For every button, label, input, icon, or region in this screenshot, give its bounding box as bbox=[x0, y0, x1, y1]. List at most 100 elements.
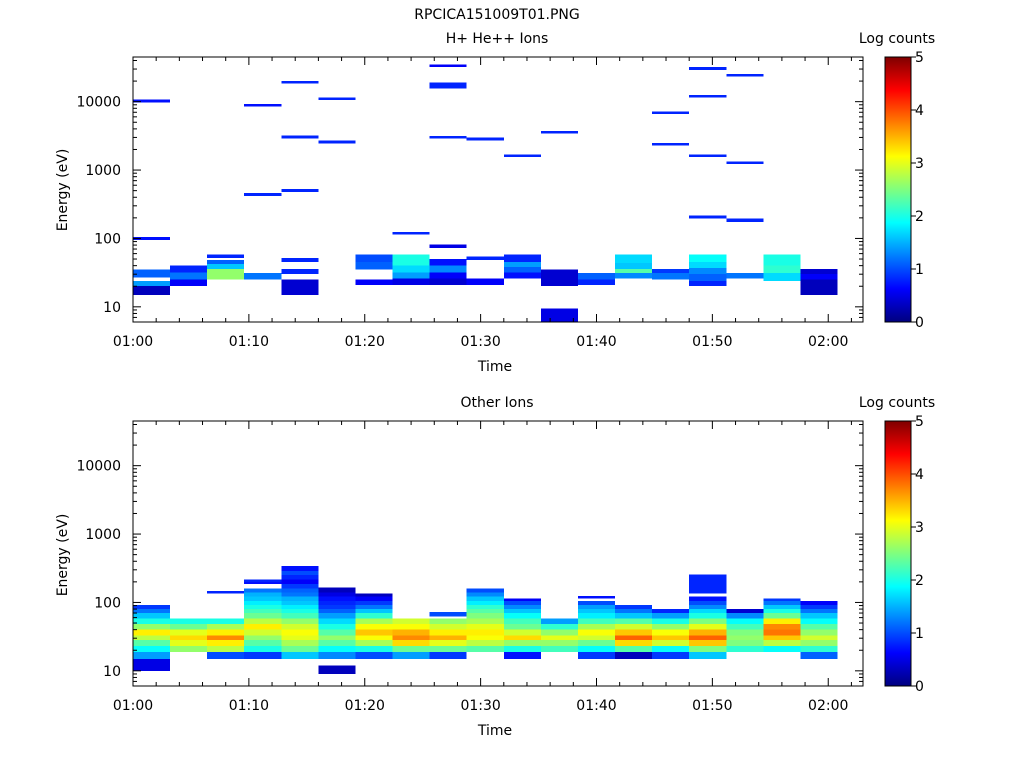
heatmap-cell bbox=[577, 613, 616, 619]
axes: 01:00 01:10 01:20 01:30 01:40 01:50 02:00 10 100… bbox=[76, 420, 864, 714]
heatmap-cell bbox=[503, 635, 541, 641]
heatmap-cell bbox=[281, 579, 319, 585]
heatmap-cell bbox=[207, 260, 245, 265]
heatmap-cell bbox=[207, 646, 245, 652]
heatmap-cell bbox=[244, 604, 282, 610]
heatmap-cell bbox=[392, 254, 430, 266]
heatmap-cell bbox=[429, 635, 467, 641]
heatmap-cell bbox=[615, 273, 653, 279]
heatmap-cell bbox=[689, 604, 727, 610]
colorbar-tick-label: 0 bbox=[915, 315, 924, 331]
heatmap-cell bbox=[503, 154, 541, 158]
heatmap-cell bbox=[466, 609, 504, 614]
heatmap-cell bbox=[615, 609, 653, 614]
x-tick-label: 01:30 bbox=[460, 334, 500, 350]
heatmap-cell bbox=[615, 254, 653, 263]
heatmap-cell bbox=[207, 618, 245, 625]
heatmap-cell bbox=[652, 111, 690, 115]
heatmap-cell bbox=[577, 273, 616, 280]
x-tick-label: 01:00 bbox=[113, 334, 153, 350]
x-tick-label: 01:40 bbox=[576, 334, 616, 350]
panel-title: H+ He++ Ions bbox=[446, 31, 549, 47]
heatmap-cell bbox=[577, 635, 616, 641]
y-tick-label: 1000 bbox=[85, 527, 121, 543]
heatmap-cell bbox=[540, 278, 578, 287]
heatmap-cell bbox=[281, 596, 319, 601]
heatmap-cell bbox=[244, 613, 282, 619]
heatmap-cell bbox=[726, 624, 764, 630]
heatmap-cell bbox=[615, 604, 653, 610]
heatmap-cell bbox=[244, 609, 282, 614]
colorbar: 0 1 2 3 4 5 bbox=[884, 414, 924, 695]
heatmap-cell bbox=[577, 600, 616, 605]
heatmap-cell bbox=[355, 629, 393, 636]
heatmap-cell bbox=[689, 629, 727, 636]
heatmap-cell bbox=[800, 618, 838, 625]
heatmap-cell bbox=[318, 604, 356, 610]
heatmap-cell bbox=[726, 161, 764, 164]
heatmap-cell bbox=[429, 64, 467, 68]
heatmap-cell bbox=[763, 600, 801, 605]
heatmap-cell bbox=[244, 592, 282, 597]
heatmap-cell bbox=[503, 604, 541, 610]
heatmap-cell bbox=[355, 635, 393, 641]
heatmap-cell bbox=[392, 624, 430, 630]
heatmap-cell bbox=[466, 600, 504, 605]
x-tick-label: 01:20 bbox=[345, 698, 385, 714]
heatmap-cell bbox=[503, 640, 541, 647]
heatmap-cell bbox=[540, 269, 578, 279]
heatmap-cell bbox=[133, 646, 171, 652]
heatmap-cell bbox=[281, 566, 319, 571]
heatmap-cell bbox=[763, 265, 801, 274]
heatmap-cell bbox=[503, 262, 541, 268]
heatmap-cell bbox=[577, 651, 616, 659]
heatmap-cell bbox=[281, 609, 319, 614]
heatmap-cell bbox=[652, 618, 690, 625]
heatmap-cell bbox=[615, 624, 653, 630]
colorbar-tick-label: 2 bbox=[915, 573, 924, 589]
heatmap-cell bbox=[503, 272, 541, 279]
heatmap-cell bbox=[800, 604, 838, 610]
colorbar-tick-label: 5 bbox=[915, 414, 924, 430]
heatmap-cell bbox=[466, 596, 504, 601]
heatmap-cell bbox=[429, 612, 467, 617]
heatmap-cell bbox=[577, 629, 616, 636]
heatmap-cell bbox=[652, 635, 690, 641]
heatmap-cell bbox=[689, 280, 727, 287]
heatmap-cell bbox=[615, 613, 653, 619]
panel-other-ions: Other Ions Log counts Time Energy (eV) 0… bbox=[55, 395, 935, 739]
heatmap-cell bbox=[281, 624, 319, 630]
heatmap-cell bbox=[133, 629, 171, 636]
heatmap-cell bbox=[133, 618, 171, 625]
heatmap-cell bbox=[244, 579, 282, 583]
heatmap-cell bbox=[726, 618, 764, 625]
heatmap-cell bbox=[800, 268, 838, 275]
heatmap-cell bbox=[170, 646, 208, 652]
heatmap-cell bbox=[503, 600, 541, 605]
heatmap-cell bbox=[207, 651, 245, 659]
heatmap-cell bbox=[318, 618, 356, 625]
heatmap-cell bbox=[207, 640, 245, 647]
heatmap-cell bbox=[763, 273, 801, 281]
heatmap-cell bbox=[133, 99, 171, 103]
heatmap-cell bbox=[281, 575, 319, 580]
heatmap-cell bbox=[689, 624, 727, 630]
heatmap-cell bbox=[726, 635, 764, 641]
heatmap-cell bbox=[540, 618, 578, 625]
colorbar-tick-label: 4 bbox=[915, 103, 924, 119]
heatmap-cell bbox=[466, 646, 504, 652]
y-tick-label: 10000 bbox=[76, 459, 121, 475]
heatmap-cell bbox=[800, 279, 838, 295]
x-tick-label: 01:20 bbox=[345, 334, 385, 350]
heatmap-cell bbox=[170, 272, 208, 280]
heatmap-cell bbox=[244, 103, 282, 107]
x-tick-label: 01:10 bbox=[229, 334, 269, 350]
heatmap-cell bbox=[540, 308, 578, 322]
heatmap-cell bbox=[133, 604, 171, 610]
heatmap-cell bbox=[170, 624, 208, 630]
heatmap-cell bbox=[170, 629, 208, 636]
heatmap-cell bbox=[689, 274, 727, 281]
heatmap-cell bbox=[503, 598, 541, 601]
y-axis-label: Energy (eV) bbox=[55, 149, 71, 232]
x-axis-label: Time bbox=[477, 723, 512, 739]
